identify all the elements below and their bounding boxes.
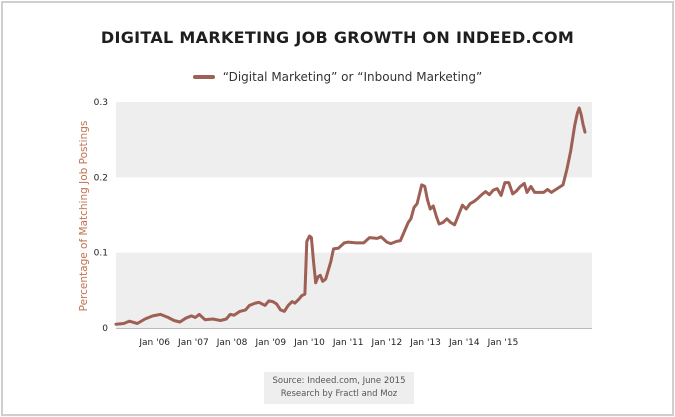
x-tick-label: Jan '09 xyxy=(254,338,286,348)
x-tick-label: Jan '10 xyxy=(293,338,325,348)
y-tick-label: 0.3 xyxy=(94,98,108,108)
x-tick-label: Jan '12 xyxy=(371,338,403,348)
x-tick-label: Jan '06 xyxy=(138,338,170,348)
y-tick-label: 0 xyxy=(102,324,108,334)
x-tick-label: Jan '07 xyxy=(177,338,209,348)
legend-swatch xyxy=(192,75,215,79)
x-tick-label: Jan '08 xyxy=(216,338,248,348)
chart-legend: “Digital Marketing” or “Inbound Marketin… xyxy=(0,70,675,84)
research-line: Research by Fractl and Moz xyxy=(280,389,398,399)
source-line: Source: Indeed.com, June 2015 xyxy=(272,376,406,386)
y-tick-label: 0.1 xyxy=(94,249,108,259)
x-tick-label: Jan '14 xyxy=(448,338,480,348)
grid-band xyxy=(116,252,592,328)
chart-title: DIGITAL MARKETING JOB GROWTH ON INDEED.C… xyxy=(100,28,575,47)
source-note: Source: Indeed.com, June 2015 Research b… xyxy=(264,372,414,404)
legend-label: “Digital Marketing” or “Inbound Marketin… xyxy=(222,70,483,84)
x-tick-label: Jan '15 xyxy=(487,338,519,348)
x-tick-label: Jan '11 xyxy=(332,338,364,348)
y-tick-label: 0.2 xyxy=(94,173,108,183)
series-line xyxy=(114,106,587,326)
x-tick-label: Jan '13 xyxy=(409,338,441,348)
grid-band xyxy=(116,102,592,178)
